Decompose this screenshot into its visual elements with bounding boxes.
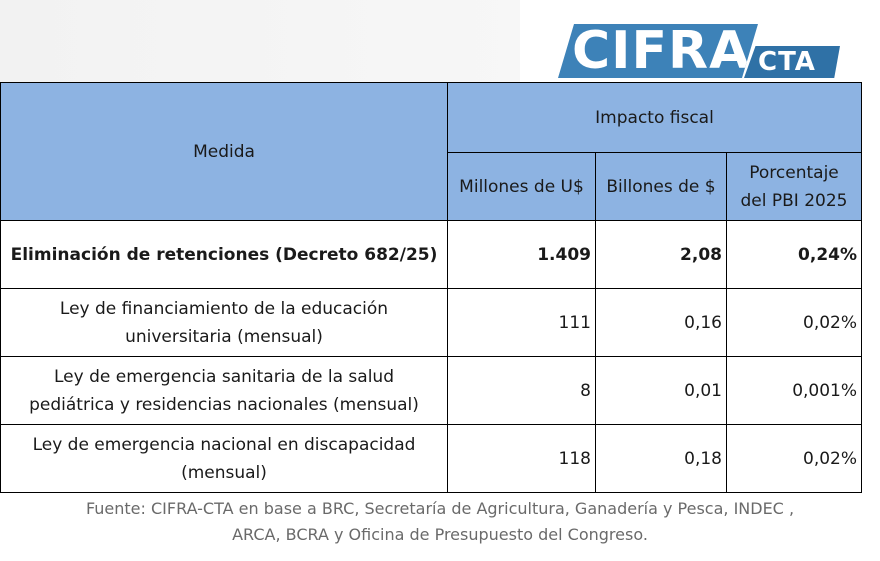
row-usd: 8 — [447, 356, 596, 425]
header-usd: Millones de U$ — [447, 152, 596, 221]
row-label-line1: Ley de financiamiento de la educación — [59, 298, 389, 319]
header-ars: Billones de $ — [595, 152, 727, 221]
row-label-line2: pediátrica y residencias nacionales (men… — [29, 394, 419, 415]
row-pbi: 0,24% — [725, 220, 863, 289]
logo-sub-block: CTA — [744, 46, 840, 78]
fiscal-impact-table: Medida Impacto fiscal Millones de U$ Bil… — [0, 82, 863, 493]
logo-main-text: CIFRA — [572, 21, 751, 81]
row-label: Ley de emergencia sanitaria de la salud … — [0, 356, 448, 425]
logo-sub-text: CTA — [758, 47, 816, 77]
row-label: Ley de emergencia nacional en discapacid… — [0, 424, 448, 493]
row-pbi: 0,02% — [725, 424, 863, 493]
table-row: Eliminación de retenciones (Decreto 682/… — [0, 220, 863, 289]
table-row: Ley de financiamiento de la educación un… — [0, 288, 863, 357]
row-ars: 0,01 — [595, 356, 727, 425]
row-label-line2: (mensual) — [181, 462, 267, 483]
source-note: Fuente: CIFRA-CTA en base a BRC, Secreta… — [0, 496, 880, 548]
row-label: Eliminación de retenciones (Decreto 682/… — [0, 220, 448, 289]
row-label-line1: Ley de emergencia sanitaria de la salud — [54, 366, 394, 387]
row-label-line1: Eliminación de retenciones (Decreto 682/… — [10, 244, 438, 265]
row-usd: 118 — [447, 424, 596, 493]
row-label-line2: universitaria (mensual) — [125, 326, 323, 347]
row-ars: 2,08 — [595, 220, 727, 289]
row-pbi: 0,02% — [725, 288, 863, 357]
row-usd: 111 — [447, 288, 596, 357]
logo-main-block: CIFRA — [558, 24, 758, 78]
header-pbi-line2: del PBI 2025 — [740, 190, 848, 211]
header-pbi-line1: Porcentaje — [749, 162, 839, 183]
header-pbi: Porcentaje del PBI 2025 — [725, 152, 863, 221]
table-row: Ley de emergencia nacional en discapacid… — [0, 424, 863, 493]
row-label-line1: Ley de emergencia nacional en discapacid… — [32, 434, 416, 455]
table-row: Ley de emergencia sanitaria de la salud … — [0, 356, 863, 425]
row-ars: 0,18 — [595, 424, 727, 493]
cifra-cta-logo: CIFRA CTA — [558, 24, 840, 78]
row-label: Ley de financiamiento de la educación un… — [0, 288, 448, 357]
row-ars: 0,16 — [595, 288, 727, 357]
row-usd: 1.409 — [447, 220, 596, 289]
row-pbi: 0,001% — [725, 356, 863, 425]
source-line2: ARCA, BCRA y Oficina de Presupuesto del … — [232, 525, 648, 544]
header-fiscal-impact: Impacto fiscal — [446, 82, 863, 153]
source-line1: Fuente: CIFRA-CTA en base a BRC, Secreta… — [85, 499, 795, 518]
header-measure: Medida — [0, 82, 448, 221]
